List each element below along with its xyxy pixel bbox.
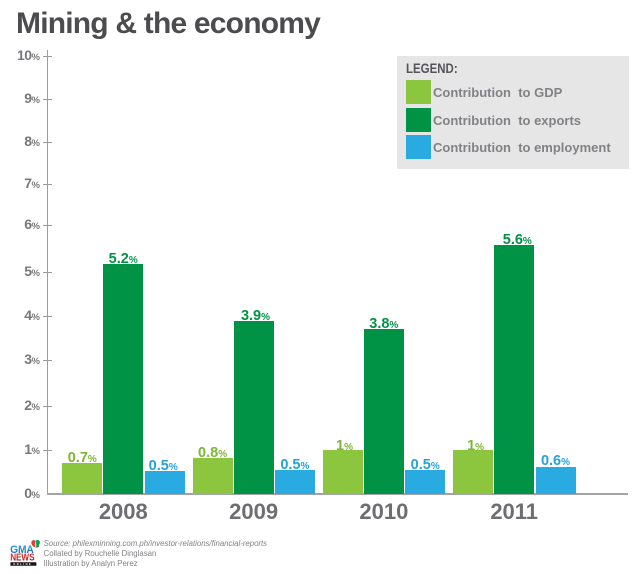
svg-text:NEWS: NEWS <box>10 552 34 563</box>
svg-text:ONLINE: ONLINE <box>13 562 32 566</box>
svg-text:GMA: GMA <box>10 545 34 556</box>
